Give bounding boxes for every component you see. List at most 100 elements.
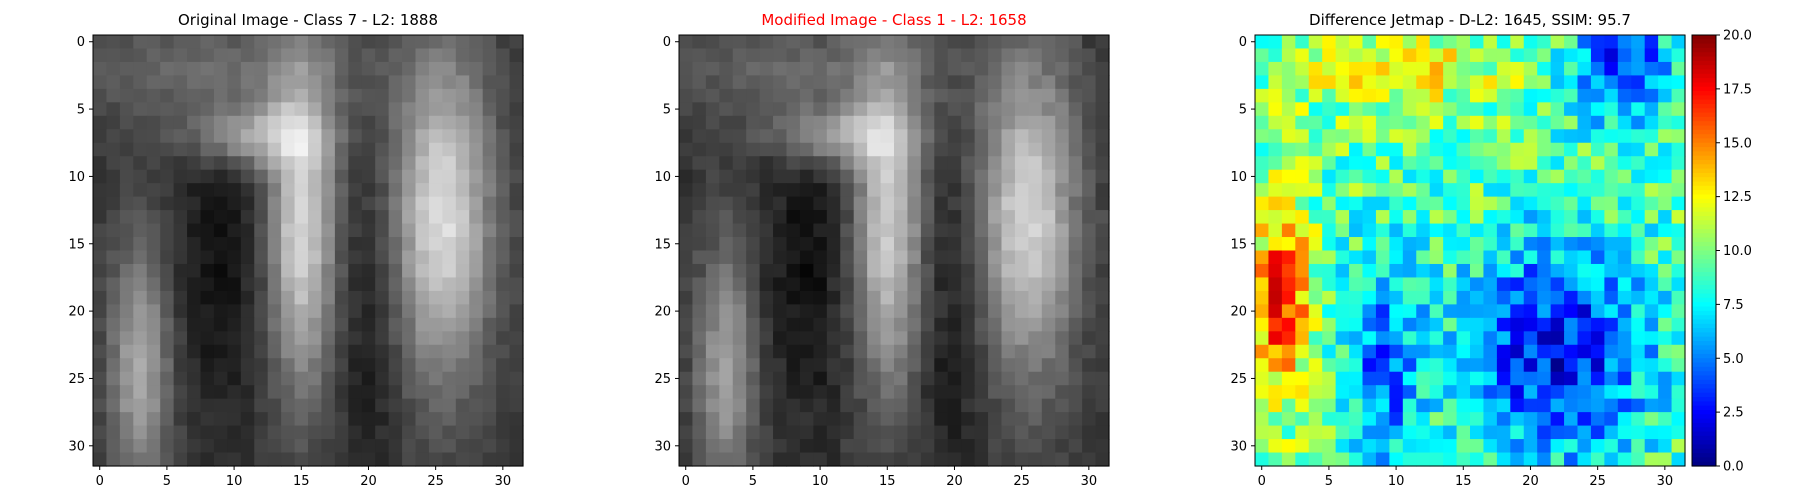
- heatmap-cell: [455, 156, 470, 171]
- heatmap-cell: [988, 129, 1003, 144]
- heatmap-cell: [308, 142, 323, 157]
- heatmap-cell: [840, 344, 855, 359]
- heatmap-cell: [119, 115, 134, 130]
- heatmap-cell: [1028, 331, 1043, 346]
- heatmap-cell: [1389, 129, 1404, 144]
- heatmap-cell: [679, 331, 694, 346]
- heatmap-cell: [1095, 263, 1110, 279]
- heatmap-cell: [947, 358, 962, 373]
- heatmap-cell: [1389, 88, 1404, 103]
- heatmap-cell: [1496, 358, 1511, 373]
- colorbar-segment: [1692, 78, 1716, 84]
- heatmap-cell: [254, 183, 269, 198]
- heatmap-cell: [482, 250, 497, 265]
- heatmap-cell: [160, 344, 175, 359]
- heatmap-cell: [1483, 439, 1498, 454]
- colorbar-segment: [1692, 345, 1716, 351]
- y-tick-label: 25: [654, 372, 671, 387]
- heatmap-cell: [160, 75, 175, 90]
- heatmap-cell: [281, 102, 296, 117]
- heatmap-cell: [1671, 398, 1686, 413]
- heatmap-cell: [1268, 115, 1283, 130]
- heatmap-cell: [1095, 102, 1110, 117]
- heatmap-cell: [240, 385, 255, 400]
- colorbar-segment: [1692, 341, 1716, 346]
- heatmap-cell: [1295, 317, 1310, 332]
- heatmap-cell: [1496, 385, 1511, 400]
- heatmap-cell: [907, 223, 922, 238]
- heatmap-cell: [187, 412, 202, 427]
- heatmap-cell: [254, 196, 269, 211]
- heatmap-cell: [1604, 358, 1619, 373]
- heatmap-cell: [1604, 304, 1619, 319]
- heatmap-cell: [106, 412, 121, 427]
- heatmap-cell: [1537, 250, 1552, 265]
- heatmap-cell: [1255, 439, 1270, 454]
- heatmap-cell: [482, 156, 497, 171]
- heatmap-cell: [254, 304, 269, 319]
- heatmap-cell: [840, 439, 855, 454]
- heatmap-cell: [907, 277, 922, 292]
- heatmap-cell: [321, 48, 336, 63]
- heatmap-cell: [692, 88, 707, 103]
- heatmap-cell: [482, 331, 497, 346]
- heatmap-cell: [988, 102, 1003, 117]
- heatmap-cell: [1564, 210, 1579, 225]
- heatmap-cell: [227, 129, 242, 144]
- heatmap-cell: [867, 102, 882, 117]
- heatmap-cell: [1510, 48, 1525, 63]
- heatmap-cell: [692, 344, 707, 359]
- heatmap-cell: [1510, 277, 1525, 292]
- heatmap-cell: [240, 277, 255, 292]
- heatmap-cell: [308, 277, 323, 292]
- heatmap-cell: [759, 358, 774, 373]
- heatmap-cell: [1041, 385, 1056, 400]
- heatmap-cell: [1483, 88, 1498, 103]
- heatmap-cell: [1523, 250, 1538, 265]
- heatmap-cell: [254, 35, 269, 50]
- heatmap-cell: [308, 88, 323, 103]
- heatmap-cell: [1429, 304, 1444, 319]
- heatmap-cell: [428, 439, 443, 454]
- heatmap-cell: [240, 196, 255, 211]
- heatmap-cell: [934, 115, 949, 130]
- heatmap-cell: [1564, 75, 1579, 90]
- heatmap-cell: [1644, 452, 1659, 467]
- heatmap-cell: [496, 237, 511, 252]
- heatmap-cell: [719, 102, 734, 117]
- heatmap-cell: [1470, 88, 1485, 103]
- heatmap-cell: [1001, 277, 1016, 292]
- heatmap-cell: [947, 290, 962, 305]
- heatmap-cell: [1349, 250, 1364, 265]
- heatmap-cell: [692, 210, 707, 225]
- heatmap-cell: [1028, 439, 1043, 454]
- heatmap-cell: [348, 210, 363, 225]
- heatmap-cell: [93, 223, 108, 238]
- heatmap-cell: [773, 210, 788, 225]
- heatmap-cell: [840, 304, 855, 319]
- heatmap-cell: [240, 210, 255, 225]
- heatmap-cell: [773, 115, 788, 130]
- heatmap-cell: [1095, 398, 1110, 413]
- heatmap-cell: [1375, 75, 1390, 90]
- heatmap-cell: [934, 61, 949, 77]
- heatmap-cell: [146, 48, 161, 63]
- x-tick-label: 10: [812, 474, 829, 489]
- heatmap-cell: [1041, 439, 1056, 454]
- heatmap-cell: [1456, 223, 1471, 238]
- heatmap-cell: [227, 35, 242, 50]
- heatmap-cell: [826, 88, 841, 103]
- heatmap-cell: [455, 61, 470, 77]
- heatmap-cell: [719, 250, 734, 265]
- heatmap-cell: [1295, 142, 1310, 157]
- heatmap-cell: [1255, 398, 1270, 413]
- heatmap-cell: [361, 385, 376, 400]
- heatmap-cell: [961, 344, 976, 359]
- heatmap-cell: [1028, 115, 1043, 130]
- heatmap-cell: [308, 156, 323, 171]
- heatmap-cell: [1402, 142, 1417, 157]
- heatmap-cell: [692, 115, 707, 130]
- heatmap-cell: [853, 210, 868, 225]
- heatmap-cell: [853, 129, 868, 144]
- heatmap-cell: [254, 156, 269, 171]
